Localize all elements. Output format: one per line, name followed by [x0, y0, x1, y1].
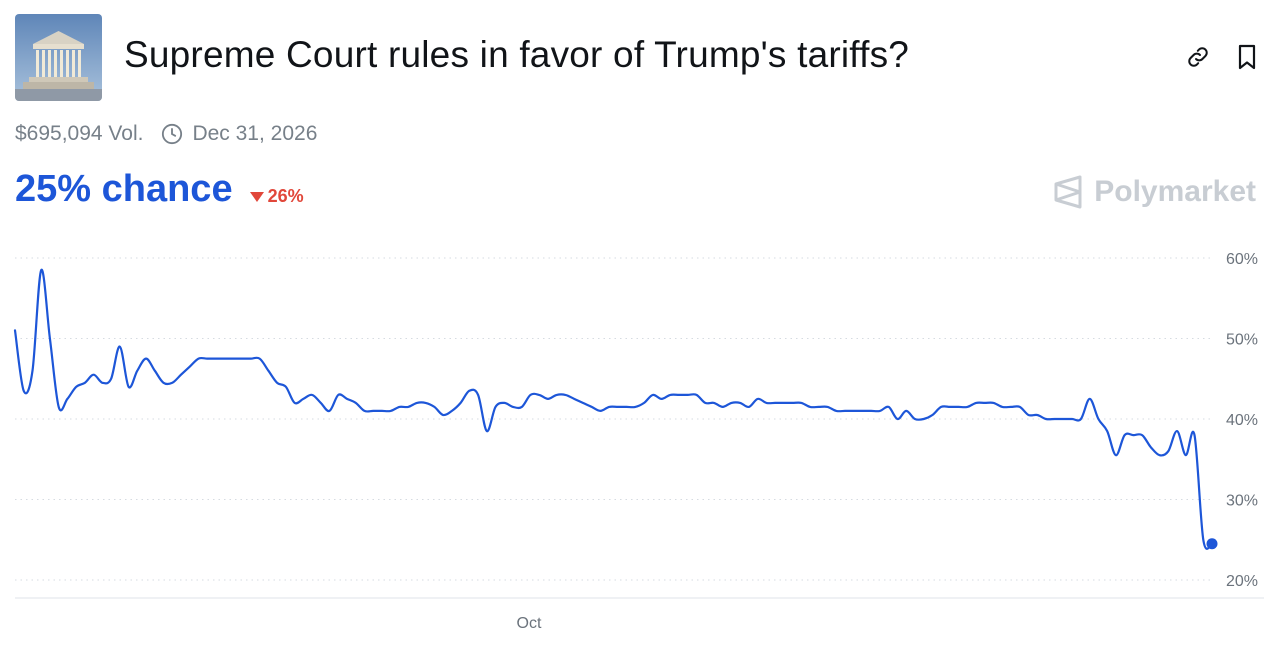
- copy-link-button[interactable]: [1184, 40, 1211, 74]
- end-date-text: Dec 31, 2026: [192, 122, 318, 145]
- price-history-chart: 60% 50% 40% 30% 20% Oct: [13, 251, 1264, 632]
- polymarket-watermark: Polymarket: [1052, 174, 1256, 210]
- y-axis-labels: 60% 50% 40% 30% 20%: [1226, 251, 1258, 590]
- x-axis-labels: Oct: [517, 615, 542, 632]
- y-tick-label: 40%: [1226, 412, 1258, 429]
- change-value: 26%: [267, 185, 304, 206]
- brand-name: Polymarket: [1094, 175, 1256, 208]
- chance-value: 25% chance: [15, 168, 233, 210]
- y-tick-label: 50%: [1226, 332, 1258, 349]
- market-meta: $695,094 Vol. Dec 31, 2026: [15, 122, 317, 146]
- header-actions: [1184, 40, 1260, 74]
- y-tick-label: 60%: [1226, 251, 1258, 268]
- change-badge: 26%: [249, 185, 304, 207]
- bookmark-icon: [1238, 44, 1255, 70]
- market-thumbnail: [15, 14, 102, 101]
- y-tick-label: 20%: [1226, 573, 1258, 590]
- link-icon: [1187, 47, 1208, 67]
- clock-icon: [162, 123, 183, 145]
- down-triangle-icon: [249, 192, 264, 202]
- supreme-court-building-image: [15, 14, 102, 101]
- y-tick-label: 30%: [1226, 493, 1258, 510]
- volume-text: $695,094 Vol.: [15, 122, 144, 145]
- bookmark-button[interactable]: [1233, 40, 1260, 74]
- chance-summary: 25% chance 26%: [15, 168, 304, 211]
- market-title: Supreme Court rules in favor of Trump's …: [124, 34, 910, 75]
- chart-grid: [15, 257, 1210, 581]
- last-point-dot: [1206, 538, 1218, 550]
- series-line: [13, 268, 1214, 550]
- x-tick-label: Oct: [517, 615, 542, 632]
- polymarket-logo-icon: [1054, 175, 1082, 209]
